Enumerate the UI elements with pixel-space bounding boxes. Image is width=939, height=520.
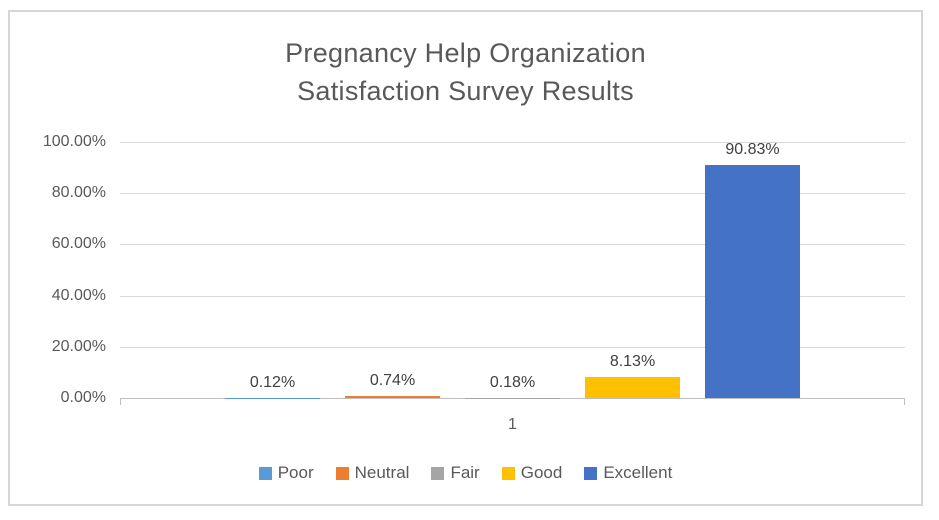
chart-title-line1: Pregnancy Help Organization	[285, 38, 646, 68]
bar-excellent	[705, 165, 800, 398]
y-axis-tick-label: 40.00%	[51, 286, 106, 304]
bar-neutral	[345, 396, 440, 398]
legend-label-fair: Fair	[450, 463, 480, 482]
x-axis-tick-left	[120, 399, 121, 405]
legend-marker-fair	[431, 466, 445, 480]
y-axis-tick-label: 20.00%	[51, 337, 106, 355]
legend-item-excellent: Excellent	[584, 463, 672, 483]
gridline	[120, 244, 905, 246]
legend-marker-good	[501, 466, 515, 480]
legend-marker-poor	[258, 466, 272, 480]
legend-label-good: Good	[520, 463, 563, 482]
x-axis-category-label: 1	[508, 416, 517, 433]
legend-marker-neutral	[335, 466, 349, 480]
plot-area: 0.12% 0.74% 0.18% 8.13% 90.83%	[120, 141, 905, 405]
legend: Poor Neutral Fair Good Excellent	[10, 463, 921, 483]
gridline	[120, 295, 905, 297]
gridline	[120, 193, 905, 195]
legend-item-fair: Fair	[431, 463, 480, 483]
chart-title: Pregnancy Help Organization Satisfaction…	[10, 34, 921, 110]
legend-label-excellent: Excellent	[603, 463, 673, 482]
gridline	[120, 142, 905, 143]
y-axis-tick-label: 0.00%	[60, 389, 106, 406]
chart-title-line2: Satisfaction Survey Results	[297, 76, 634, 106]
legend-item-neutral: Neutral	[335, 463, 410, 483]
legend-item-poor: Poor	[258, 463, 314, 483]
bar-good	[585, 377, 680, 398]
data-label-fair: 0.18%	[489, 373, 536, 391]
data-label-poor: 0.12%	[249, 373, 296, 391]
data-label-neutral: 0.74%	[369, 372, 416, 390]
y-axis-tick-label: 100.00%	[42, 133, 106, 150]
chart-frame: Pregnancy Help Organization Satisfaction…	[8, 10, 923, 506]
legend-item-good: Good	[501, 463, 563, 483]
legend-marker-excellent	[584, 466, 598, 480]
y-axis-tick-label: 80.00%	[51, 184, 106, 202]
x-axis-line	[120, 398, 905, 399]
legend-label-neutral: Neutral	[354, 463, 410, 482]
y-axis-tick-label: 60.00%	[51, 235, 106, 253]
data-label-good: 8.13%	[609, 353, 656, 371]
gridline	[120, 346, 905, 348]
legend-label-poor: Poor	[277, 463, 314, 482]
data-label-excellent: 90.83%	[725, 141, 780, 159]
x-axis-tick-right	[904, 399, 905, 405]
